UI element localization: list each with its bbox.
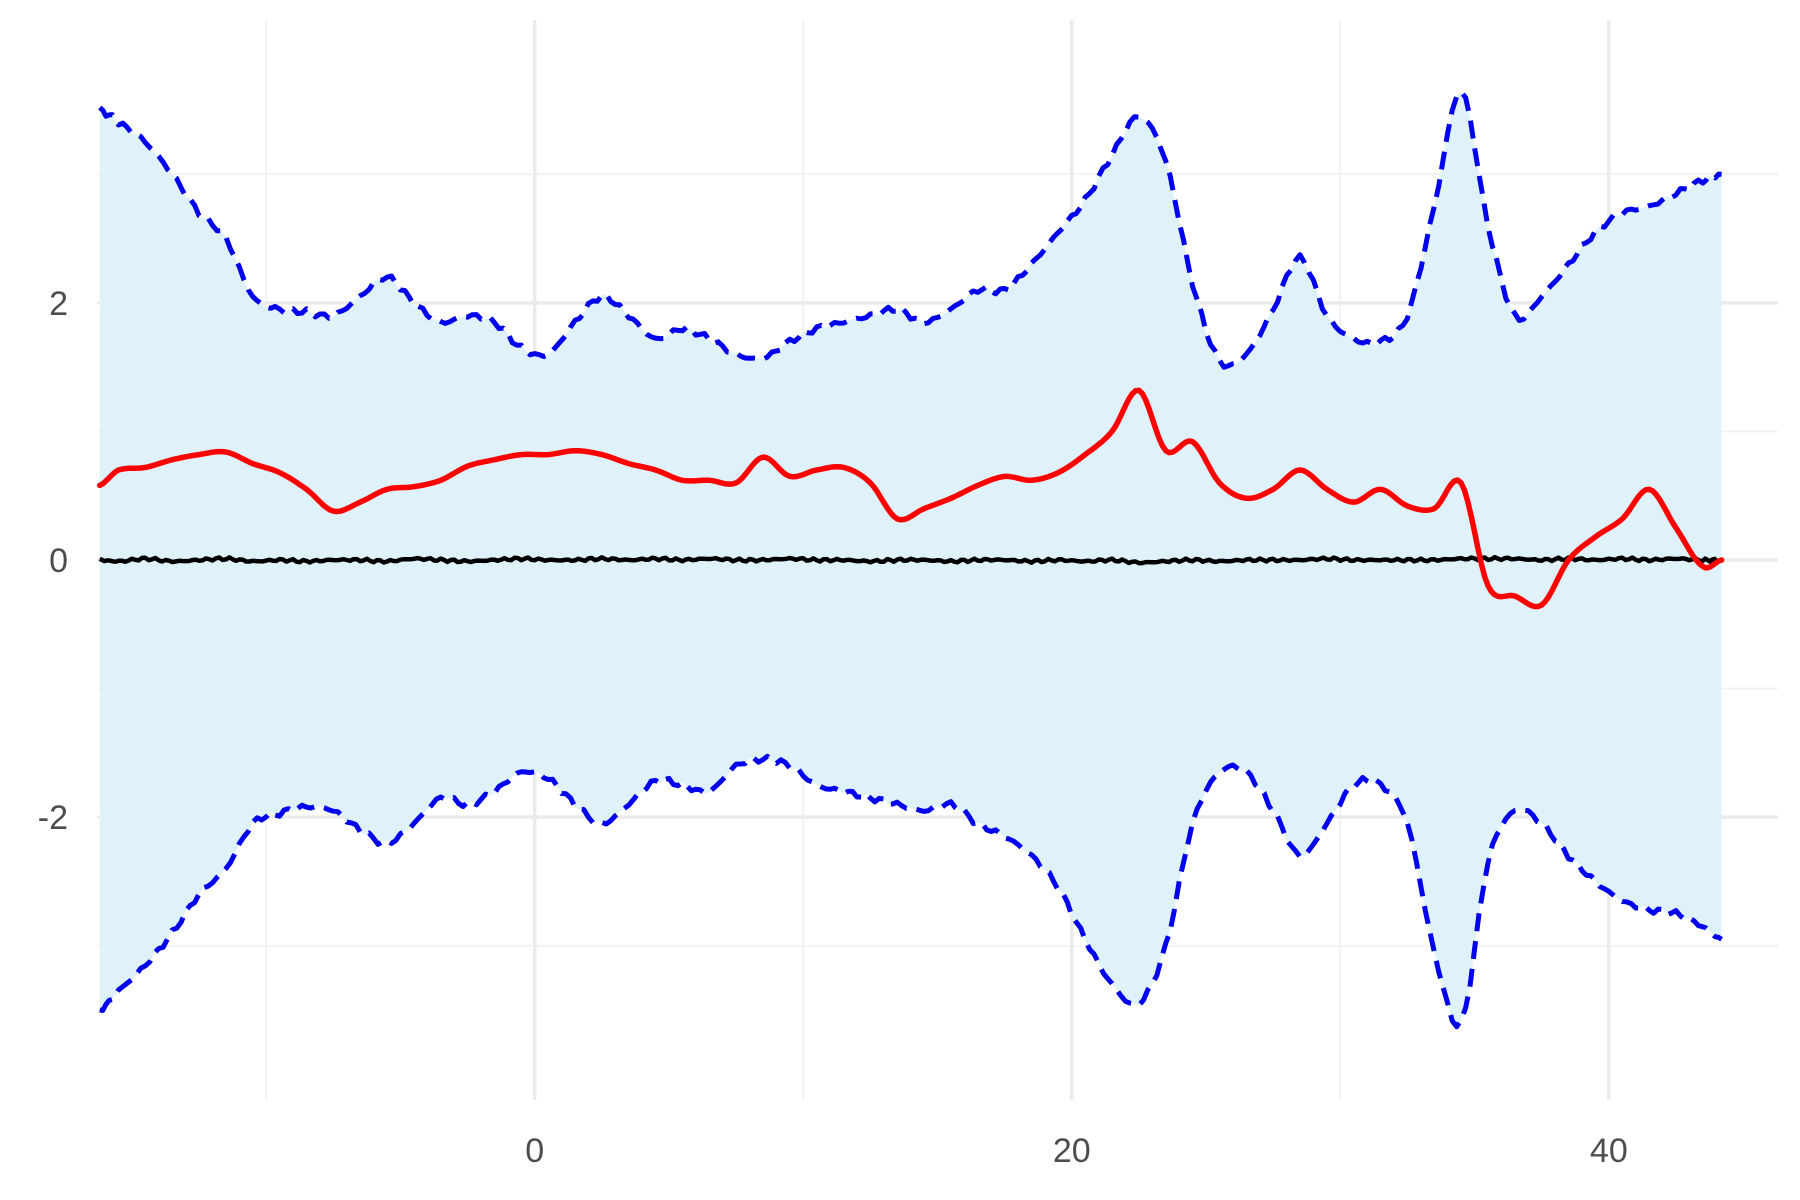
black-series-line	[98, 554, 1723, 566]
y-tick-label: 0	[49, 542, 68, 580]
y-tick-label: -2	[38, 799, 68, 837]
series-lines	[96, 89, 1725, 1030]
y-tick-label: 2	[49, 285, 68, 323]
x-tick-label: 20	[1053, 1132, 1091, 1170]
x-tick-label: 0	[525, 1132, 544, 1170]
x-tick-label: 40	[1590, 1132, 1628, 1170]
red-series-line	[96, 387, 1725, 610]
upper-bound-line	[98, 89, 1722, 370]
lower-bound-line	[99, 753, 1723, 1030]
